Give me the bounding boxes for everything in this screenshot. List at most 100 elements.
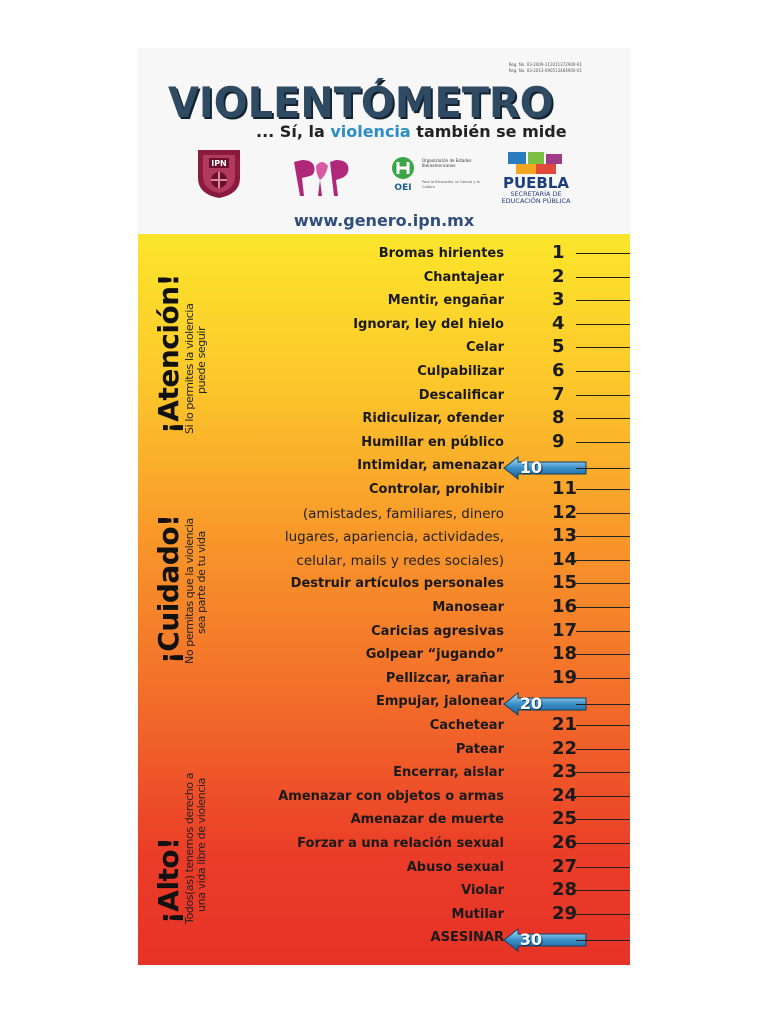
scale-item-label: lugares, apariencia, actividades, xyxy=(284,529,504,546)
scale-tick xyxy=(576,468,630,470)
scale-tick xyxy=(576,371,630,372)
scale-item-label: Amenazar de muerte xyxy=(350,812,504,828)
scale-number: 19 xyxy=(552,666,578,688)
scale-item-label: Controlar, prohibir xyxy=(368,482,504,497)
scale-tick xyxy=(576,441,630,443)
scale-tick xyxy=(576,347,630,349)
section-title: ¡Alto! xyxy=(152,837,185,924)
scale-number: 8 xyxy=(552,407,565,429)
svg-text:IPN: IPN xyxy=(211,159,227,168)
scale-item-label: Ignorar, ley del hielo xyxy=(353,316,504,332)
scale-number: 14 xyxy=(552,548,578,570)
section-title: ¡Atención! xyxy=(152,274,185,434)
scale-tick xyxy=(576,748,630,750)
scale-tick xyxy=(576,772,630,774)
scale-tick xyxy=(576,512,630,514)
oei-text: Organización de Estados Iberoamericanos xyxy=(422,158,472,168)
scale-number: 23 xyxy=(552,761,578,783)
puebla-subtext: EDUCACIÓN PÚBLICA xyxy=(501,197,571,205)
scale-tick xyxy=(576,418,630,420)
scale-number: 12 xyxy=(552,501,578,523)
scale-item-label: Empujar, jalonear xyxy=(375,694,504,710)
scale-number: 7 xyxy=(552,383,565,405)
scale-number: 16 xyxy=(552,596,578,617)
scale-tick xyxy=(576,323,630,325)
scale-number: 11 xyxy=(552,478,578,499)
poster-header: Reg. No. 03-2009-112011372900-01 Reg. No… xyxy=(138,48,630,234)
milestone-number: 30 xyxy=(519,930,543,950)
scale-tick xyxy=(576,940,630,942)
milestone-arrow: 20 xyxy=(502,691,588,717)
website-url: www.genero.ipn.mx xyxy=(293,211,475,230)
scale-tick xyxy=(576,654,630,656)
section-text: puede seguir xyxy=(195,326,208,394)
scale-tick xyxy=(576,913,630,915)
scale-number: 24 xyxy=(552,784,578,806)
section-text: sea parte de tu vida xyxy=(195,531,208,634)
scale-item-label: Mutilar xyxy=(451,906,504,922)
oei-text: Para la Educación, la Ciencia y la Cultu… xyxy=(422,180,480,189)
violentometro-poster: Reg. No. 03-2009-112011372900-01 Reg. No… xyxy=(138,48,630,965)
scale-tick xyxy=(576,677,630,679)
scale-item-label: celular, mails y redes sociales) xyxy=(296,552,504,569)
milestone-arrow: 10 xyxy=(502,455,588,481)
scale-item-label: Intimidar, amenazar xyxy=(357,458,504,474)
scale-number: 4 xyxy=(552,312,565,334)
section-atencion: ¡Atención! Si lo permites la violencia p… xyxy=(152,274,208,434)
section-cuidado: ¡Cuidado! No permitas que la violencia s… xyxy=(152,515,208,664)
scale-item-label: Forzar a una relación sexual xyxy=(297,836,504,851)
scale-item-label: Amenazar con objetos o armas xyxy=(278,788,504,804)
registration-line: Reg. No. 03-2009-112011372900-01 xyxy=(508,62,582,67)
svg-text:OEI: OEI xyxy=(394,183,411,192)
scale-item-label: Caricias agresivas xyxy=(371,623,504,639)
poster-title: VIOLENTÓMETRO xyxy=(168,78,554,127)
scale-item-label: Destruir artículos personales xyxy=(290,576,504,592)
scale-tick xyxy=(576,843,630,844)
scale-tick xyxy=(576,583,630,585)
scale-tick xyxy=(576,253,630,254)
scale-item-label: Celar xyxy=(466,340,504,356)
scale-number: 17 xyxy=(552,619,578,641)
scale-number: 2 xyxy=(552,265,565,287)
scale-item-label: Cachetear xyxy=(429,718,504,733)
scale-tick xyxy=(576,607,630,608)
scale-number: 22 xyxy=(552,737,578,759)
section-alto: ¡Alto! Todos(as) tenemos derecho a una v… xyxy=(152,773,208,924)
oei-logo: OEI Organización de Estados Iberoamerica… xyxy=(390,154,480,202)
scale-tick xyxy=(576,536,630,538)
scale-number: 28 xyxy=(552,879,578,901)
scale-item-label: Chantajear xyxy=(423,269,504,285)
poster-subtitle: ... Sí, la violencia también se mide xyxy=(256,122,567,141)
scale-item-label: Ridiculizar, ofender xyxy=(362,411,504,427)
scale-tick xyxy=(576,276,630,278)
violence-scale: ¡Atención! Si lo permites la violencia p… xyxy=(138,234,630,965)
scale-item-label: ASESINAR xyxy=(430,930,504,946)
registration-line: Reg. No. 03-2013-090513464900-01 xyxy=(508,68,582,73)
scale-number: 18 xyxy=(552,643,578,665)
scale-number: 6 xyxy=(552,360,565,381)
scale-item-label: Humillar en público xyxy=(361,434,504,450)
scale-item-label: (amistades, familiares, dinero xyxy=(302,505,504,522)
scale-tick xyxy=(576,300,630,302)
scale-tick xyxy=(576,819,630,821)
scale-item-label: Culpabilizar xyxy=(417,364,504,379)
scale-number: 26 xyxy=(552,832,578,853)
puebla-logo: PUEBLA SECRETARÍA DE EDUCACIÓN PÚBLICA xyxy=(486,150,586,206)
scale-tick xyxy=(576,704,630,706)
milestone-number: 10 xyxy=(519,458,543,478)
scale-item-label: Encerrar, aislar xyxy=(393,765,504,781)
section-text: una vida libre de violencia xyxy=(195,778,208,912)
scale-item-label: Abuso sexual xyxy=(406,859,504,875)
scale-tick xyxy=(576,795,630,797)
scale-number: 25 xyxy=(552,808,578,830)
puebla-wordmark: PUEBLA xyxy=(502,174,570,192)
ipn-logo: IPN xyxy=(194,146,244,200)
scale-item-label: Pellizcar, arañar xyxy=(385,670,504,686)
scale-tick xyxy=(576,725,630,726)
scale-tick xyxy=(576,890,630,892)
scale-number: 9 xyxy=(552,430,565,452)
scale-item-label: Bromas hirientes xyxy=(378,246,504,261)
scale-item-label: Mentir, engañar xyxy=(387,293,504,309)
scale-tick xyxy=(576,866,630,868)
scale-number: 5 xyxy=(552,336,565,358)
